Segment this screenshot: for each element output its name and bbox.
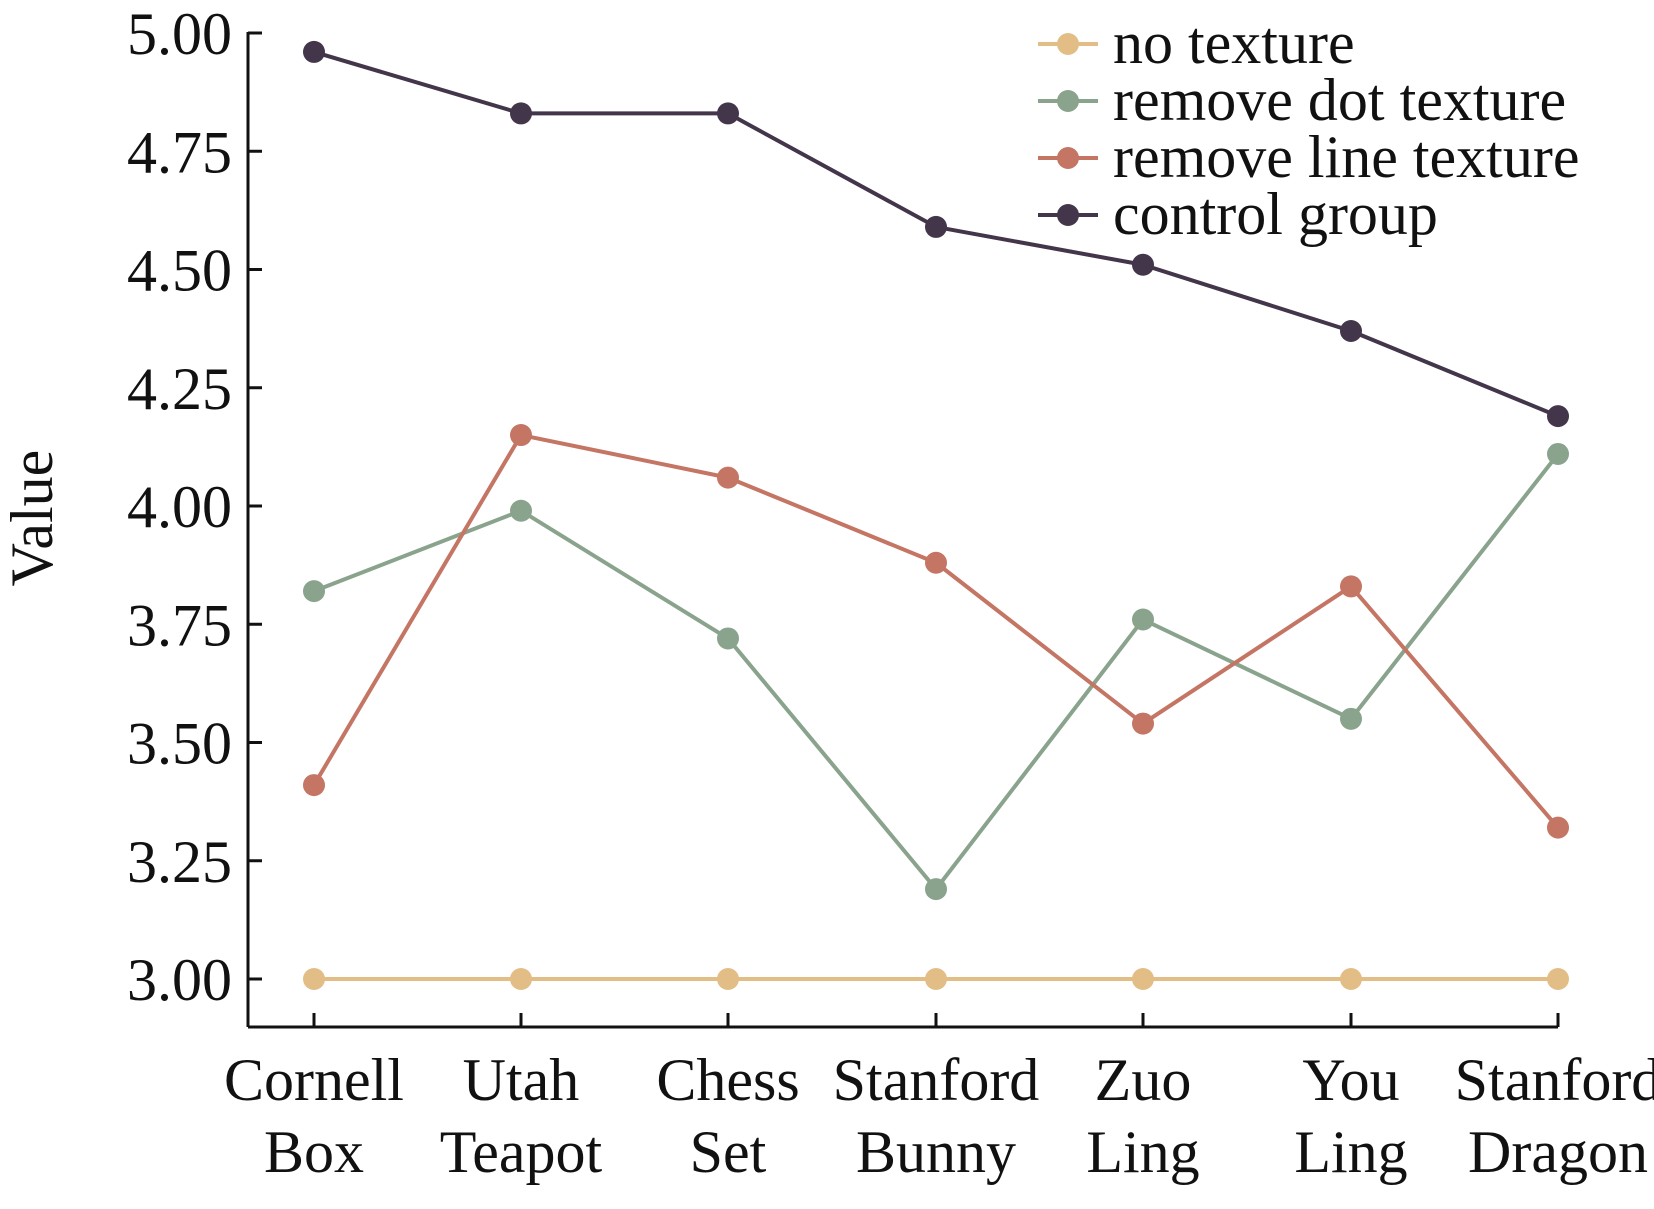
x-tick-label: Dragon [1468, 1119, 1648, 1185]
data-point [1132, 608, 1154, 631]
data-point [1340, 968, 1362, 990]
data-point [717, 466, 739, 489]
x-tick-label: Teapot [440, 1119, 603, 1185]
legend-label: remove dot texture [1113, 67, 1566, 133]
data-point [717, 968, 739, 990]
series-remove-dot-texture [303, 442, 1569, 901]
data-point [1132, 712, 1154, 735]
x-tick-label: Stanford [833, 1047, 1040, 1113]
legend-label: no texture [1113, 10, 1355, 76]
y-tick-label: 5.00 [127, 1, 232, 67]
y-axis-ticks: 5.00 4.75 4.50 4.25 4.00 3.75 3.50 3.25 3.00 [127, 1, 262, 1013]
series-control-group [303, 40, 1569, 428]
data-point [1547, 816, 1569, 839]
y-tick-label: 4.00 [127, 474, 232, 540]
x-tick-label: Chess [656, 1047, 799, 1113]
data-point [925, 215, 947, 238]
x-tick-label: Set [690, 1119, 767, 1185]
data-point [303, 968, 325, 990]
data-point [925, 968, 947, 990]
data-point [510, 102, 532, 125]
y-tick-label: 4.25 [127, 356, 232, 422]
legend-label: remove line texture [1113, 124, 1579, 190]
data-point [925, 878, 947, 901]
data-point [1547, 968, 1569, 990]
data-point [303, 40, 325, 63]
data-point [510, 424, 532, 447]
legend-marker [1057, 33, 1079, 55]
y-tick-label: 3.00 [127, 947, 232, 1013]
data-point [1132, 968, 1154, 990]
series-remove-line-texture [303, 424, 1569, 839]
legend-item: control group [1038, 181, 1438, 247]
x-tick-label: Zuo [1095, 1047, 1192, 1113]
y-tick-label: 4.50 [127, 238, 232, 304]
series-line [312, 433, 1560, 829]
data-point [1340, 319, 1362, 342]
data-point [510, 499, 532, 522]
data-point [510, 968, 532, 990]
data-point [303, 774, 325, 797]
x-tick-label: Ling [1294, 1119, 1407, 1185]
legend-item: remove line texture [1038, 124, 1579, 190]
y-tick-label: 3.75 [127, 592, 232, 658]
data-point [717, 102, 739, 125]
series-layer [303, 40, 1569, 990]
y-tick-label: 3.50 [127, 711, 232, 777]
data-point [1132, 253, 1154, 276]
series-no-texture [303, 968, 1569, 990]
data-point [717, 627, 739, 650]
legend-marker [1057, 90, 1079, 112]
y-tick-label: 3.25 [127, 829, 232, 895]
legend-item: remove dot texture [1038, 67, 1566, 133]
data-point [1547, 405, 1569, 428]
legend-marker [1057, 147, 1079, 169]
data-point [1547, 442, 1569, 465]
data-point [303, 580, 325, 603]
x-tick-label: Bunny [856, 1119, 1016, 1185]
x-tick-label: Ling [1086, 1119, 1199, 1185]
x-tick-label: Box [264, 1119, 364, 1185]
x-tick-label: Utah [463, 1047, 580, 1113]
x-tick-label: You [1302, 1047, 1399, 1113]
x-tick-label: Cornell [224, 1047, 404, 1113]
data-point [925, 551, 947, 574]
x-axis-ticks: CornellBoxUtahTeapotChessSetStanfordBunn… [224, 1013, 1654, 1185]
data-point [1340, 707, 1362, 730]
y-tick-label: 4.75 [127, 119, 232, 185]
series-line [313, 452, 1560, 892]
legend-marker [1057, 204, 1079, 226]
y-axis-title: Value [0, 450, 65, 587]
legend-label: control group [1113, 181, 1438, 247]
legend-item: no texture [1038, 10, 1355, 76]
x-tick-label: Stanford [1455, 1047, 1654, 1113]
data-point [1340, 575, 1362, 598]
